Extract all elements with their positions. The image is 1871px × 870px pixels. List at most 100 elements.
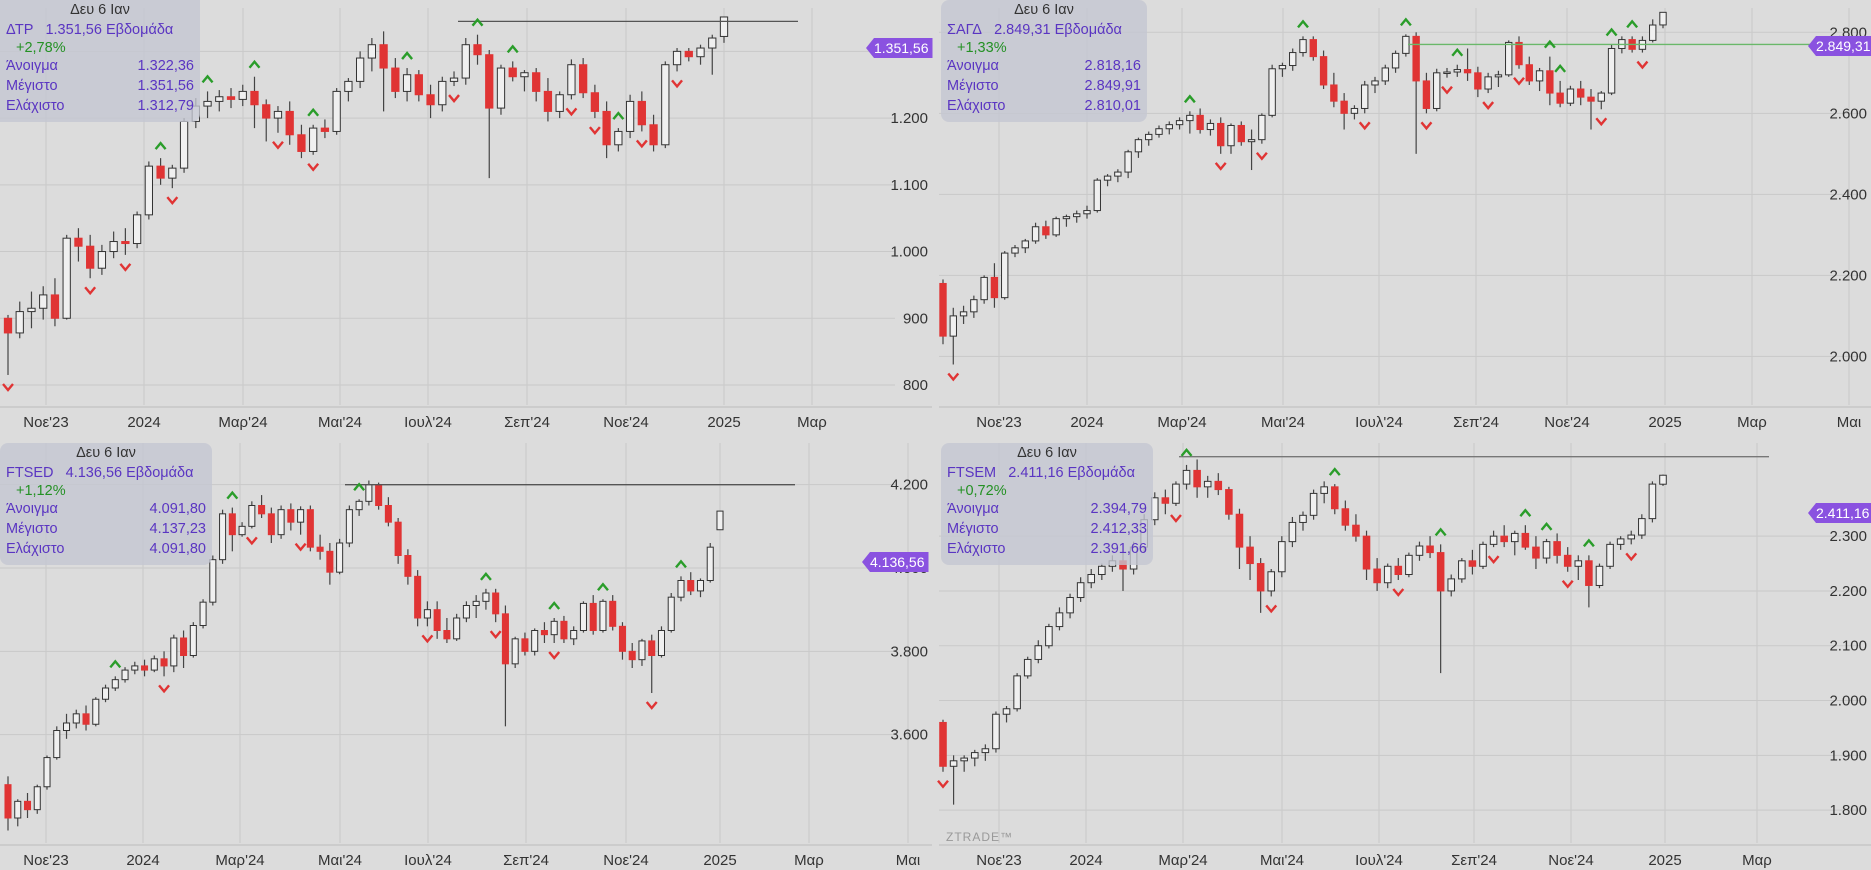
candle[interactable]: [450, 71, 457, 86]
candle[interactable]: [87, 235, 94, 278]
candle[interactable]: [171, 635, 177, 673]
candle[interactable]: [142, 660, 148, 677]
candle[interactable]: [180, 118, 187, 173]
chart-panel-dtr[interactable]: 8009001.0001.1001.2001.300Νοε'232024Μαρ'…: [0, 0, 932, 437]
candle[interactable]: [522, 633, 528, 656]
candle[interactable]: [1501, 525, 1508, 547]
candle[interactable]: [1104, 174, 1110, 186]
candle[interactable]: [200, 599, 206, 628]
candle[interactable]: [1639, 514, 1646, 539]
candle[interactable]: [1204, 476, 1211, 498]
candle[interactable]: [1485, 73, 1491, 93]
candle[interactable]: [424, 601, 430, 626]
candle[interactable]: [346, 506, 352, 548]
candle[interactable]: [5, 776, 11, 830]
candle[interactable]: [1564, 547, 1571, 572]
candle[interactable]: [544, 78, 551, 121]
candle[interactable]: [639, 639, 645, 666]
candle[interactable]: [24, 793, 30, 818]
candle[interactable]: [991, 263, 997, 308]
candle[interactable]: [392, 58, 399, 98]
candle[interactable]: [961, 755, 968, 771]
candle[interactable]: [1649, 481, 1656, 522]
candle[interactable]: [561, 616, 567, 643]
candle[interactable]: [1077, 577, 1084, 602]
candle[interactable]: [1586, 555, 1593, 607]
candle[interactable]: [1035, 640, 1042, 663]
candle[interactable]: [590, 595, 596, 635]
candle[interactable]: [415, 70, 422, 101]
candle[interactable]: [278, 506, 284, 539]
chart-panel-ftsed[interactable]: 3.6003.8004.0004.200Νοε'232024Μαρ'24Μαι'…: [0, 443, 932, 870]
candle[interactable]: [274, 106, 281, 133]
candle[interactable]: [629, 643, 635, 668]
candle[interactable]: [327, 543, 333, 585]
candle[interactable]: [321, 119, 328, 138]
candle[interactable]: [239, 85, 246, 106]
candle[interactable]: [1146, 132, 1152, 146]
candle[interactable]: [1547, 57, 1553, 106]
candle[interactable]: [1607, 542, 1614, 569]
candle[interactable]: [502, 606, 508, 727]
candle[interactable]: [157, 158, 164, 185]
candle[interactable]: [697, 45, 704, 65]
candle[interactable]: [1300, 36, 1306, 56]
candle[interactable]: [28, 292, 35, 329]
candle[interactable]: [1608, 44, 1614, 95]
candle[interactable]: [650, 115, 657, 152]
candle[interactable]: [1215, 473, 1222, 495]
candle[interactable]: [1187, 111, 1193, 133]
candle[interactable]: [940, 279, 946, 344]
candle[interactable]: [697, 578, 703, 597]
candle[interactable]: [1506, 40, 1512, 76]
candle[interactable]: [73, 710, 79, 729]
candle[interactable]: [298, 125, 305, 158]
candle[interactable]: [368, 38, 375, 71]
candle[interactable]: [717, 511, 723, 530]
candle[interactable]: [1279, 536, 1286, 577]
candle[interactable]: [1434, 69, 1440, 112]
candle[interactable]: [1003, 706, 1010, 722]
candle[interactable]: [1236, 509, 1243, 569]
candle[interactable]: [1469, 550, 1476, 575]
candle[interactable]: [1247, 536, 1254, 580]
candle[interactable]: [512, 637, 518, 668]
candle[interactable]: [210, 556, 216, 606]
candle[interactable]: [376, 483, 382, 510]
candle[interactable]: [1384, 564, 1391, 589]
candle[interactable]: [337, 539, 343, 574]
candle[interactable]: [1207, 119, 1213, 135]
candle[interactable]: [668, 593, 674, 633]
candle[interactable]: [161, 651, 167, 676]
candle[interactable]: [1617, 536, 1624, 550]
candle[interactable]: [1448, 575, 1455, 597]
candle[interactable]: [658, 626, 664, 657]
candle[interactable]: [1628, 531, 1635, 545]
candle[interactable]: [1183, 465, 1190, 490]
candle[interactable]: [216, 90, 223, 111]
candle[interactable]: [190, 622, 196, 657]
candle[interactable]: [688, 572, 694, 595]
candle[interactable]: [93, 697, 99, 726]
candle[interactable]: [454, 614, 460, 641]
candle[interactable]: [1341, 93, 1347, 129]
candle[interactable]: [678, 576, 684, 601]
candle[interactable]: [1362, 81, 1368, 113]
candle[interactable]: [145, 161, 152, 219]
candle[interactable]: [181, 631, 187, 669]
candle[interactable]: [1331, 73, 1337, 107]
candle[interactable]: [1226, 487, 1233, 520]
candle[interactable]: [626, 95, 633, 138]
candle[interactable]: [229, 508, 235, 552]
candle[interactable]: [1032, 223, 1038, 244]
candle[interactable]: [1459, 558, 1466, 583]
candle[interactable]: [439, 77, 446, 112]
candle[interactable]: [473, 595, 479, 618]
candle[interactable]: [1300, 511, 1307, 530]
candle[interactable]: [960, 306, 966, 324]
candle[interactable]: [1046, 624, 1053, 649]
candle[interactable]: [1660, 475, 1667, 486]
candle[interactable]: [1395, 558, 1402, 580]
candle[interactable]: [1351, 105, 1357, 119]
candle[interactable]: [474, 35, 481, 65]
